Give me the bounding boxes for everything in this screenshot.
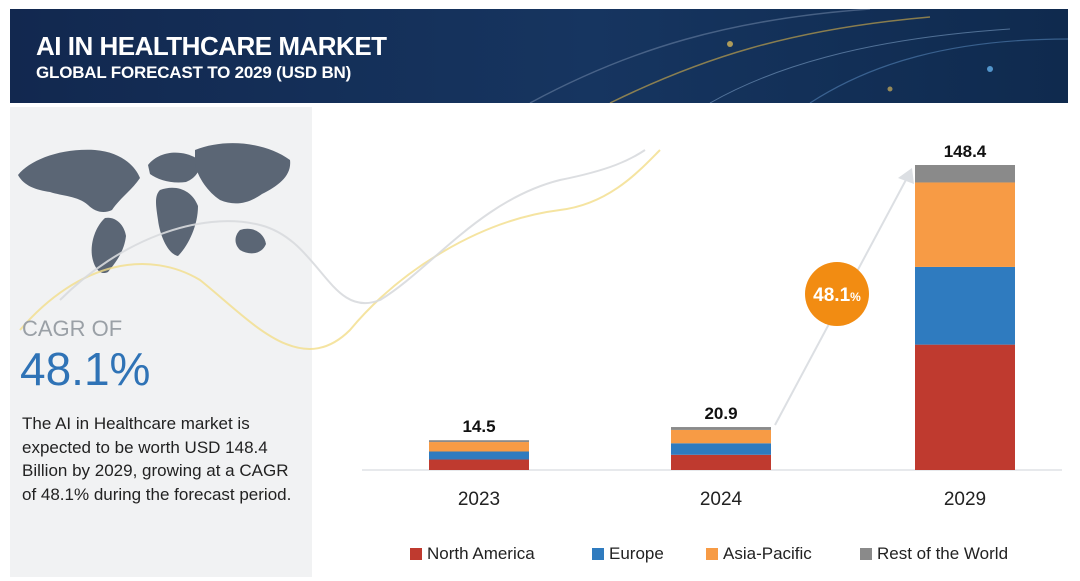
bar-segment-2023-rest-of-the-world: [429, 440, 529, 443]
legend-item-rest-of-the-world: Rest of the World: [860, 544, 1008, 564]
x-tick-label-2023: 2023: [458, 489, 500, 510]
market-description: The AI in Healthcare market is expected …: [22, 414, 292, 504]
page-title: AI IN HEALTHCARE MARKET: [36, 31, 387, 61]
bar-segment-2029-north-america: [915, 344, 1015, 470]
bar-segment-2029-asia-pacific: [915, 182, 1015, 267]
header-banner: AI IN HEALTHCARE MARKET GLOBAL FORECAST …: [10, 9, 1068, 103]
stacked-bars: 14.5 2023 20.9 2024 148.4 2029: [429, 142, 1015, 510]
bar-segment-2023-europe: [429, 451, 529, 460]
bar-segment-2024-europe: [671, 443, 771, 455]
legend-swatch: [410, 548, 422, 560]
bar-total-label-2023: 14.5: [462, 417, 495, 436]
cagr-badge-text: 48.1%: [813, 285, 861, 306]
legend-item-europe: Europe: [592, 544, 664, 564]
legend-swatch: [592, 548, 604, 560]
bar-segment-2024-asia-pacific: [671, 429, 771, 444]
cagr-arrow-head: [898, 168, 914, 184]
bar-segment-2024-north-america: [671, 454, 771, 470]
bar-total-label-2024: 20.9: [704, 404, 737, 423]
legend-swatch: [860, 548, 872, 560]
bar-segment-2023-asia-pacific: [429, 442, 529, 452]
legend-label: Europe: [609, 544, 664, 563]
bar-segment-2023-north-america: [429, 459, 529, 470]
legend-label: North America: [427, 544, 535, 563]
bar-total-label-2029: 148.4: [944, 142, 987, 161]
x-tick-label-2029: 2029: [944, 489, 986, 510]
banner-light-streaks: [529, 9, 1068, 103]
bar-segment-2029-rest-of-the-world: [915, 165, 1015, 183]
bar-segment-2024-rest-of-the-world: [671, 427, 771, 430]
decor-swoosh-gray: [59, 149, 646, 305]
cagr-badge: [805, 262, 869, 326]
legend-swatch: [706, 548, 718, 560]
cagr-label: CAGR OF: [22, 316, 123, 341]
legend-item-asia-pacific: Asia-Pacific: [706, 544, 812, 564]
x-tick-label-2024: 2024: [700, 489, 743, 510]
legend-item-north-america: North America: [410, 544, 535, 564]
page-subtitle: GLOBAL FORECAST TO 2029 (USD BN): [36, 63, 352, 82]
bar-segment-2029-europe: [915, 266, 1015, 345]
legend-label: Rest of the World: [877, 544, 1009, 563]
decor-swoosh-yellow: [19, 149, 661, 350]
world-map-icon: [18, 143, 291, 274]
legend-label: Asia-Pacific: [723, 544, 812, 563]
cagr-value: 48.1%: [20, 343, 151, 395]
